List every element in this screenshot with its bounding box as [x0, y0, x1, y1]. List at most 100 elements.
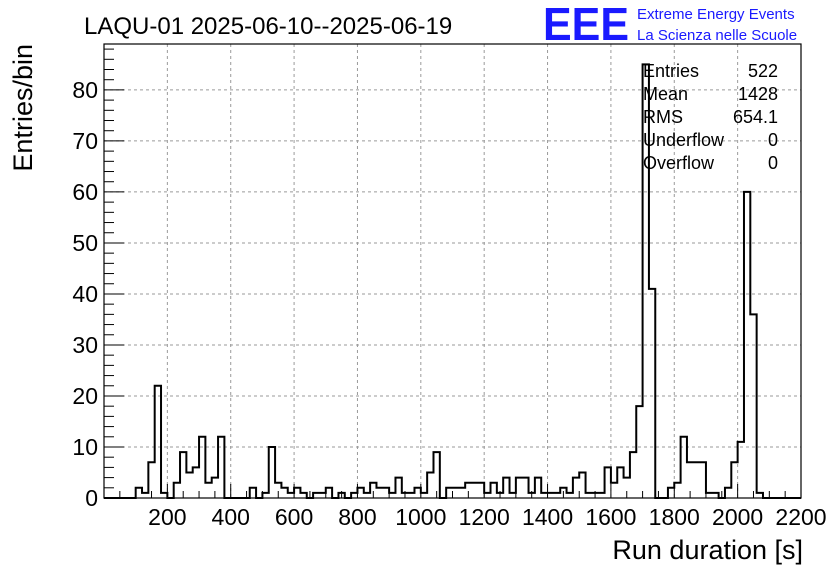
histogram-bin — [288, 493, 294, 498]
x-tick-label: 600 — [275, 504, 313, 530]
histogram-bin — [421, 493, 427, 498]
histogram-bin — [408, 493, 414, 498]
y-tick-label: 0 — [85, 485, 98, 511]
x-tick-label: 1200 — [459, 504, 510, 530]
histogram-bin — [313, 493, 319, 498]
x-tick-label: 200 — [148, 504, 186, 530]
logo-line-1: Extreme Energy Events — [637, 6, 795, 23]
histogram-bin — [326, 488, 332, 498]
stats-value-entries: 522 — [748, 61, 778, 81]
histogram-bin — [681, 437, 687, 498]
histogram-bin — [376, 488, 382, 498]
x-tick-label: 1600 — [585, 504, 636, 530]
logo-eee: EEE — [543, 0, 629, 50]
histogram-bin — [573, 478, 579, 498]
histogram-bin — [300, 493, 306, 498]
stats-label-rms: RMS — [643, 107, 683, 127]
histogram-bin — [503, 478, 509, 498]
histogram-bin — [598, 493, 604, 498]
histogram-bin — [364, 493, 370, 498]
histogram-bin — [706, 493, 712, 498]
stats-label-mean: Mean — [643, 84, 688, 104]
histogram-bin — [250, 488, 256, 498]
y-tick-label: 60 — [72, 179, 98, 205]
x-axis-label: Run duration [s] — [612, 535, 803, 565]
histogram-bin — [548, 493, 554, 498]
histogram-bin — [199, 437, 205, 498]
x-tick-label: 1400 — [522, 504, 573, 530]
x-tick-label: 1800 — [649, 504, 700, 530]
stats-label-underflow: Underflow — [643, 130, 725, 150]
histogram-bin — [516, 478, 522, 498]
histogram-bin — [446, 488, 452, 498]
histogram-bin — [205, 483, 211, 498]
y-tick-label: 10 — [72, 434, 98, 460]
histogram-bin — [510, 493, 516, 498]
histogram-bin — [491, 483, 497, 498]
stats-label-entries: Entries — [643, 61, 699, 81]
stats-label-overflow: Overflow — [643, 153, 715, 173]
histogram-bin — [427, 472, 433, 498]
x-tick-label: 800 — [338, 504, 376, 530]
histogram-bin — [281, 488, 287, 498]
histogram-bin — [218, 437, 224, 498]
x-tick-label: 400 — [212, 504, 250, 530]
stats-value-overflow: 0 — [768, 153, 778, 173]
histogram-bin — [535, 478, 541, 498]
histogram-bin — [725, 488, 731, 498]
histogram-bin — [262, 493, 268, 498]
histogram-bin — [554, 493, 560, 498]
histogram-bin — [567, 493, 573, 498]
histogram-bin — [319, 493, 325, 498]
logo-line-2: La Scienza nelle Scuole — [637, 27, 797, 44]
histogram-bin — [136, 488, 142, 498]
x-tick-label: 1000 — [395, 504, 446, 530]
histogram-bin — [155, 386, 161, 498]
histogram-bin — [649, 289, 655, 498]
histogram-bin — [186, 472, 192, 498]
histogram-bin — [750, 314, 756, 498]
histogram-bin — [731, 462, 737, 498]
y-tick-label: 30 — [72, 332, 98, 358]
histogram-bin — [269, 447, 275, 498]
y-tick-label: 70 — [72, 128, 98, 154]
histogram-bin — [693, 462, 699, 498]
histogram-bin — [611, 483, 617, 498]
stats-value-rms: 654.1 — [733, 107, 778, 127]
y-axis-label: Entries/bin — [8, 44, 38, 172]
histogram-bin — [738, 442, 744, 498]
histogram-bin — [478, 483, 484, 498]
histogram-bin — [541, 493, 547, 498]
histogram-bin — [357, 488, 363, 498]
histogram-bin — [668, 488, 674, 498]
grid-layer — [104, 44, 801, 498]
tick-layer: 200 400 600 800 1000 1200 1400 1600 1800 2000 2200… — [72, 48, 827, 530]
y-tick-label: 20 — [72, 383, 98, 409]
histogram-bin — [630, 452, 636, 498]
histogram-bin — [453, 488, 459, 498]
histogram-bin — [744, 192, 750, 498]
histogram-bin — [174, 483, 180, 498]
histogram-bin — [700, 462, 706, 498]
histogram-bin — [142, 493, 148, 498]
histogram-bin — [484, 493, 490, 498]
histogram-bin — [579, 472, 585, 498]
chart-title: LAQU-01 2025-06-10--2025-06-19 — [84, 13, 452, 40]
histogram-bin — [712, 493, 718, 498]
histogram-bin — [586, 493, 592, 498]
histogram-bin — [459, 488, 465, 498]
histogram-bin — [193, 467, 199, 498]
histogram-bin — [414, 488, 420, 498]
x-tick-label: 2200 — [775, 504, 826, 530]
histogram-bin — [617, 467, 623, 498]
stats-box: Entries 522 Mean 1428 RMS 654.1 Underflo… — [643, 61, 778, 173]
histogram-bin — [161, 493, 167, 498]
plot-frame — [103, 43, 802, 499]
histogram-bin — [522, 478, 528, 498]
y-tick-label: 50 — [72, 230, 98, 256]
x-tick-label: 2000 — [712, 504, 763, 530]
y-tick-label: 40 — [72, 281, 98, 307]
histogram-bin — [757, 493, 763, 498]
